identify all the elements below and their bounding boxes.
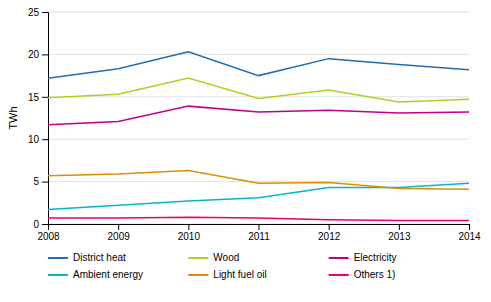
x-axis-line (49, 225, 470, 231)
y-tick-label: 25 (28, 7, 40, 18)
grid (48, 12, 469, 224)
grid-line (48, 139, 469, 140)
x-tick: 2012 (318, 224, 341, 242)
series-line (48, 78, 469, 102)
y-tick: 10 (28, 134, 48, 145)
x-tick: 2009 (108, 224, 131, 242)
x-tick: 2014 (458, 224, 481, 242)
x-tick-mark (329, 224, 330, 230)
legend-item: Electricity (329, 252, 397, 263)
y-tick-label: 10 (28, 134, 40, 145)
series-line (48, 106, 469, 125)
chart: 2008 2009 2010 2011 2012 2013 2014 0 5 10 15 20 25 TW… (0, 0, 491, 302)
series-line (48, 217, 469, 220)
plot: 2008 2009 2010 2011 2012 2013 2014 0 5 10 15 20 25 (28, 7, 481, 242)
x-tick-label: 2010 (178, 231, 201, 242)
legend-swatch (48, 257, 68, 259)
y-axis: 0 5 10 15 20 25 (28, 7, 49, 230)
y-tick: 15 (28, 92, 48, 103)
legend-item: District heat (48, 252, 126, 263)
y-tick: 20 (28, 49, 48, 60)
legend-swatch (329, 257, 349, 259)
y-tick-mark (42, 182, 48, 183)
legend-label: Electricity (354, 252, 397, 263)
x-tick: 2011 (248, 224, 270, 242)
x-tick: 2013 (388, 224, 411, 242)
legend-swatch (48, 274, 68, 276)
x-axis: 2008 2009 2010 2011 2012 2013 2014 (37, 224, 481, 242)
y-tick-label: 0 (33, 219, 39, 230)
grid-line (48, 96, 469, 97)
y-tick-mark (42, 139, 48, 140)
x-tick-mark (469, 224, 470, 230)
y-tick: 5 (33, 176, 48, 187)
x-tick-label: 2014 (458, 231, 481, 242)
legend-swatch (329, 274, 349, 276)
x-tick-label: 2012 (318, 231, 341, 242)
legend-item: Others 1) (329, 269, 396, 280)
x-tick-mark (399, 224, 400, 230)
legend-label: Wood (213, 252, 239, 263)
x-tick-label: 2009 (108, 231, 131, 242)
y-axis-line (42, 13, 49, 225)
series-line (48, 171, 469, 190)
x-tick-mark (188, 224, 189, 230)
y-tick-label: 20 (28, 49, 40, 60)
x-tick: 2010 (178, 224, 201, 242)
legend-label: Others 1) (354, 269, 396, 280)
legend-swatch (188, 274, 208, 276)
x-tick: 2008 (37, 224, 60, 242)
y-tick-mark (42, 12, 48, 13)
y-axis-title: TWh (7, 106, 19, 129)
y-tick-mark (42, 224, 48, 225)
lines (48, 52, 469, 221)
x-tick-mark (118, 224, 119, 230)
y-tick: 25 (28, 7, 48, 18)
legend-swatch (188, 257, 208, 259)
series-line (48, 183, 469, 209)
x-tick-mark (259, 224, 260, 230)
y-tick-label: 15 (28, 92, 40, 103)
y-tick-label: 5 (33, 176, 39, 187)
y-tick-mark (42, 97, 48, 98)
legend-label: Light fuel oil (213, 269, 266, 280)
y-tick: 0 (33, 219, 48, 230)
series-line (48, 52, 469, 78)
legend-label: District heat (73, 252, 126, 263)
grid-line (48, 54, 469, 55)
legend-item: Ambient energy (48, 269, 143, 280)
grid-line (48, 181, 469, 182)
x-tick-label: 2011 (248, 231, 270, 242)
legend: District heat Wood Electricity Ambient ener… (48, 252, 396, 280)
x-tick-label: 2013 (388, 231, 411, 242)
grid-line (48, 12, 469, 13)
legend-item: Light fuel oil (188, 269, 266, 280)
x-tick-label: 2008 (37, 231, 60, 242)
y-tick-mark (42, 54, 48, 55)
legend-label: Ambient energy (73, 269, 143, 280)
legend-item: Wood (188, 252, 239, 263)
